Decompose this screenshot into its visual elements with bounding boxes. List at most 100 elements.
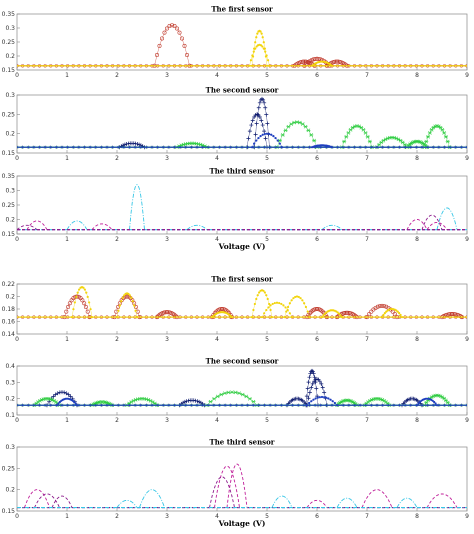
data-point: [121, 296, 124, 299]
data-point: [175, 26, 180, 31]
data-point: [247, 129, 252, 134]
baseline-marker: [460, 64, 463, 67]
data-point: [301, 59, 306, 64]
baseline-marker: [122, 316, 125, 319]
baseline-marker: [392, 316, 395, 319]
baseline-marker: [156, 146, 159, 149]
baseline-marker: [460, 404, 463, 407]
baseline-marker: [190, 316, 193, 319]
data-point: [332, 59, 337, 64]
baseline-marker: [100, 404, 103, 407]
baseline-marker: [201, 146, 204, 149]
data-point: [323, 396, 326, 399]
series-peak: [321, 224, 343, 231]
data-point: [262, 47, 265, 50]
x-tick-label: 9: [465, 336, 469, 343]
data-point: [331, 400, 334, 403]
data-point: [426, 134, 431, 139]
baseline-marker: [257, 404, 260, 407]
baseline-marker: [409, 146, 412, 149]
x-tick-label: 3: [165, 336, 169, 343]
data-point: [160, 36, 165, 41]
data-point: [248, 64, 251, 67]
x-tick-label: 3: [165, 417, 169, 424]
data-point: [68, 394, 73, 399]
baseline-marker: [89, 64, 92, 67]
x-tick-label: 0: [15, 72, 19, 79]
x-tick-label: 4: [215, 417, 219, 424]
baseline-marker: [224, 146, 227, 149]
data-point: [64, 391, 69, 396]
baseline-marker: [218, 146, 221, 149]
data-point: [261, 97, 266, 102]
baseline-marker: [347, 316, 350, 319]
data-point: [309, 133, 314, 137]
baseline-marker: [359, 146, 362, 149]
data-point: [162, 30, 167, 35]
data-point: [417, 402, 420, 405]
baseline-marker: [173, 404, 176, 407]
data-point: [76, 291, 79, 294]
baseline-marker: [21, 146, 24, 149]
data-point: [155, 53, 160, 58]
data-point: [306, 310, 309, 313]
baseline-marker: [437, 146, 440, 149]
baseline-marker: [38, 316, 41, 319]
chart-title: The second sensor: [206, 86, 279, 95]
data-point: [361, 128, 366, 132]
baseline-marker: [454, 146, 457, 149]
baseline-marker: [241, 64, 243, 67]
x-tick-label: 6: [315, 513, 319, 520]
data-point: [270, 316, 274, 319]
data-point: [219, 392, 224, 397]
data-point: [259, 44, 263, 47]
data-point: [251, 399, 256, 404]
plot-area: [16, 283, 468, 335]
x-tick-label: 5: [265, 336, 269, 343]
baseline-marker: [421, 64, 423, 67]
baseline-marker: [100, 146, 103, 149]
baseline-marker: [426, 316, 429, 319]
baseline-marker: [66, 146, 69, 149]
baseline-marker: [196, 316, 198, 319]
baseline-marker: [252, 146, 255, 149]
x-tick-label: 9: [465, 72, 469, 79]
data-point: [311, 371, 316, 376]
plot-marks: [17, 463, 467, 509]
baseline-marker: [353, 146, 356, 149]
baseline-marker: [325, 404, 328, 407]
baseline-marker: [415, 404, 418, 407]
plot-area: [16, 94, 468, 154]
baseline-marker: [404, 64, 407, 67]
baseline-marker: [38, 146, 41, 149]
series-peak: [139, 489, 165, 508]
baseline-marker: [207, 64, 210, 67]
baseline-marker: [235, 316, 238, 319]
baseline-marker: [246, 64, 249, 67]
data-point: [303, 302, 306, 305]
y-tick-label: 0.3: [5, 25, 15, 32]
data-point: [233, 390, 238, 395]
x-tick-label: 0: [15, 513, 19, 520]
baseline-marker: [387, 404, 390, 407]
data-point: [125, 294, 130, 299]
series-peak: [91, 223, 113, 230]
data-point: [259, 118, 264, 123]
baseline-marker: [269, 316, 272, 319]
data-point: [307, 390, 312, 395]
baseline-marker: [77, 146, 80, 149]
baseline-marker: [224, 316, 227, 319]
data-point: [381, 138, 386, 143]
baseline-marker: [218, 64, 221, 67]
data-point: [294, 295, 297, 299]
data-point: [259, 30, 262, 33]
data-point: [282, 304, 285, 307]
baseline-marker: [61, 64, 63, 67]
baseline-marker: [370, 64, 373, 67]
data-point: [269, 304, 272, 307]
x-tick-label: 5: [265, 236, 269, 243]
x-tick-label: 9: [465, 417, 469, 424]
data-point: [427, 131, 432, 135]
data-point: [82, 286, 85, 289]
baseline-marker: [376, 316, 378, 319]
